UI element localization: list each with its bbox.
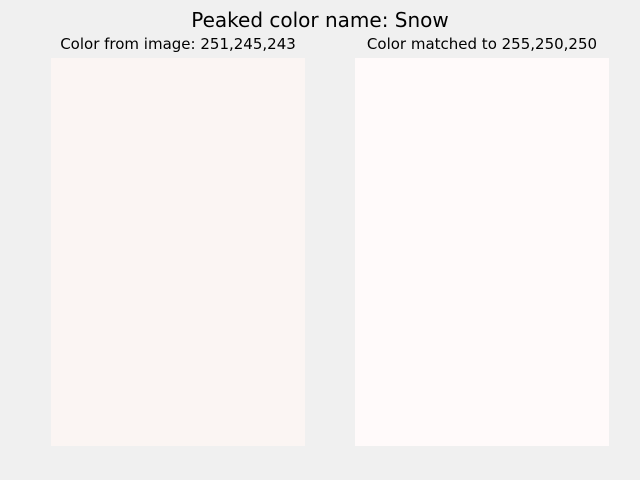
matched-color-title: Color matched to 255,250,250: [366, 35, 598, 53]
image-color-swatch: [51, 58, 305, 446]
image-color-title: Color from image: 251,245,243: [60, 35, 296, 53]
matched-color-swatch: [355, 58, 609, 446]
figure-title: Peaked color name: Snow: [191, 8, 449, 32]
